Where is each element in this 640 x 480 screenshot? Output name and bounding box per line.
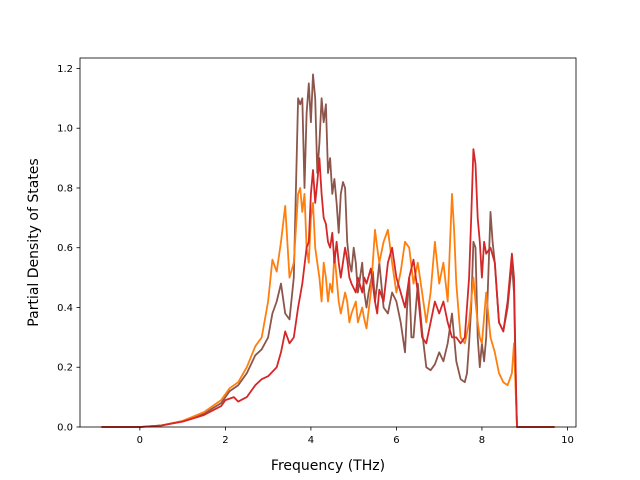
series-line-2	[101, 187, 555, 428]
y-tick-label: 0.8	[57, 183, 73, 194]
y-tick-label: 0.0	[57, 423, 73, 434]
y-axis-label: Partial Density of States	[26, 158, 42, 326]
y-tick-label: 0.2	[57, 363, 73, 374]
x-tick-label: 10	[561, 435, 574, 446]
y-tick-label: 0.6	[57, 243, 73, 254]
x-axis-label: Frequency (THz)	[271, 458, 385, 474]
x-tick-label: 2	[222, 435, 228, 446]
x-tick-label: 8	[479, 435, 485, 446]
x-tick-label: 6	[393, 435, 399, 446]
x-tick-label: 4	[308, 435, 314, 446]
x-tick-label: 0	[137, 435, 143, 446]
series-line-3	[101, 148, 555, 428]
x-axis-ticks: 0 2 4 6 8 10	[137, 427, 574, 446]
y-tick-label: 1.2	[57, 64, 73, 75]
plot-frame	[79, 57, 577, 428]
series-layer	[101, 73, 555, 428]
series-line-1	[101, 73, 555, 428]
y-tick-label: 0.4	[57, 303, 73, 314]
y-tick-label: 1.0	[57, 124, 73, 135]
y-axis-ticks: 0.0 0.2 0.4 0.6 0.8 1.0 1.2	[57, 64, 80, 434]
